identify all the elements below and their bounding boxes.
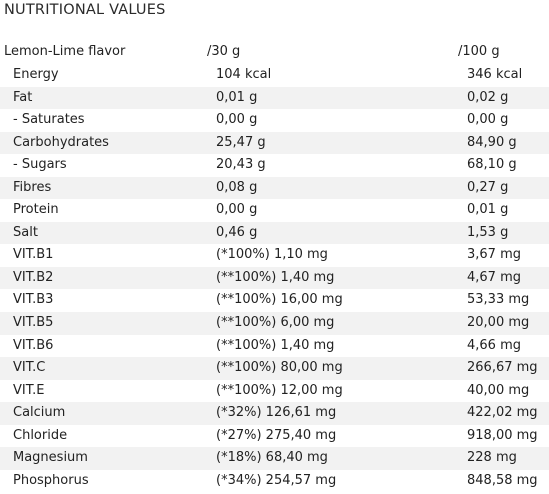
value-per-100g: 228 mg — [467, 450, 517, 466]
nutrient-name: Salt — [13, 224, 38, 240]
value-per-100g: 918,00 mg — [467, 427, 538, 443]
table-row: VIT.B3 (**100%) 16,00 mg 53,33 mg — [0, 289, 549, 312]
table-row: Salt 0,46 g 1,53 g — [0, 221, 549, 245]
flavor-label: Lemon-Lime flavor — [4, 44, 126, 59]
value-per-100g: 4,66 mg — [467, 337, 521, 353]
table-row: VIT.B1 (*100%) 1,10 mg 3,67 mg — [0, 244, 549, 267]
nutrition-table: Lemon-Lime flavor /30 g /100 g Energy 104… — [0, 40, 549, 492]
value-per-30g: 0,00 g — [216, 202, 258, 218]
table-header-row: Lemon-Lime flavor /30 g /100 g — [0, 40, 549, 64]
value-per-100g: 68,10 g — [467, 157, 517, 173]
nutrient-name: Energy — [13, 67, 59, 82]
value-per-30g: (*34%) 254,57 mg — [216, 472, 337, 488]
value-per-100g: 0,27 g — [467, 179, 509, 195]
value-per-100g: 3,67 mg — [467, 247, 521, 263]
table-row: Carbohydrates 25,47 g 84,90 g — [0, 131, 549, 155]
value-per-30g: (**100%) 12,00 mg — [216, 382, 343, 398]
table-row: Magnesium (*18%) 68,40 mg 228 mg — [0, 447, 549, 470]
nutrient-name: VIT.B1 — [13, 247, 54, 263]
value-per-100g: 346 kcal — [467, 67, 523, 82]
nutrient-name: VIT.C — [13, 360, 46, 376]
value-per-30g: 25,47 g — [216, 134, 266, 150]
table-row: Energy 104 kcal 346 kcal — [0, 64, 549, 87]
value-per-30g: (*32%) 126,61 mg — [216, 405, 337, 421]
nutrient-name: VIT.E — [13, 382, 45, 398]
nutrient-name: Magnesium — [13, 450, 88, 466]
per-100g-header: /100 g — [458, 44, 500, 59]
value-per-100g: 84,90 g — [467, 134, 517, 150]
value-per-100g: 422,02 mg — [467, 405, 538, 421]
value-per-30g: (**100%) 6,00 mg — [216, 315, 335, 331]
table-row: - Sugars 20,43 g 68,10 g — [0, 154, 549, 177]
value-per-30g: (*100%) 1,10 mg — [216, 247, 328, 263]
value-per-100g: 266,67 mg — [467, 360, 538, 376]
value-per-100g: 53,33 mg — [467, 292, 530, 308]
value-per-30g: 104 kcal — [216, 67, 272, 82]
value-per-30g: (**100%) 80,00 mg — [216, 360, 343, 376]
table-row: Fibres 0,08 g 0,27 g — [0, 176, 549, 200]
nutrient-name: Chloride — [13, 427, 68, 443]
value-per-30g: (**100%) 1,40 mg — [216, 337, 335, 353]
table-row: Protein 0,00 g 0,01 g — [0, 199, 549, 222]
nutrient-name: VIT.B5 — [13, 315, 54, 331]
value-per-30g: (**100%) 1,40 mg — [216, 269, 335, 285]
table-row: Phosphorus (*34%) 254,57 mg 848,58 mg — [0, 470, 549, 493]
table-row: Fat 0,01 g 0,02 g — [0, 86, 549, 110]
nutrient-name: VIT.B6 — [13, 337, 54, 353]
value-per-100g: 0,02 g — [467, 89, 509, 105]
nutrient-name: VIT.B3 — [13, 292, 54, 308]
value-per-30g: (*18%) 68,40 mg — [216, 450, 328, 466]
value-per-100g: 1,53 g — [467, 224, 509, 240]
value-per-30g: (*27%) 275,40 mg — [216, 427, 337, 443]
nutrient-name: Fibres — [13, 179, 52, 195]
nutrient-name: Calcium — [13, 405, 66, 421]
value-per-30g: (**100%) 16,00 mg — [216, 292, 343, 308]
table-row: VIT.E (**100%) 12,00 mg 40,00 mg — [0, 380, 549, 403]
nutrient-name: - Sugars — [13, 157, 67, 173]
value-per-100g: 0,00 g — [467, 112, 509, 128]
table-row: VIT.B6 (**100%) 1,40 mg 4,66 mg — [0, 335, 549, 358]
nutrient-name: Phosphorus — [13, 472, 89, 488]
value-per-30g: 0,46 g — [216, 224, 258, 240]
table-row: VIT.C (**100%) 80,00 mg 266,67 mg — [0, 357, 549, 380]
table-body: Energy 104 kcal 346 kcal Fat 0,01 g 0,02 g - S… — [0, 64, 549, 492]
table-row: Calcium (*32%) 126,61 mg 422,02 mg — [0, 402, 549, 425]
nutrient-name: - Saturates — [13, 112, 85, 128]
table-row: - Saturates 0,00 g 0,00 g — [0, 109, 549, 132]
value-per-30g: 0,00 g — [216, 112, 258, 128]
nutrient-name: Fat — [13, 89, 33, 105]
value-per-100g: 0,01 g — [467, 202, 509, 218]
value-per-100g: 848,58 mg — [467, 472, 538, 488]
per-30g-header: /30 g — [207, 44, 241, 59]
value-per-30g: 0,08 g — [216, 179, 258, 195]
table-row: VIT.B5 (**100%) 6,00 mg 20,00 mg — [0, 312, 549, 335]
nutrient-name: Protein — [13, 202, 59, 218]
page-title: NUTRITIONAL VALUES — [4, 2, 166, 18]
value-per-100g: 20,00 mg — [467, 315, 530, 331]
table-row: Chloride (*27%) 275,40 mg 918,00 mg — [0, 425, 549, 448]
value-per-30g: 0,01 g — [216, 89, 258, 105]
value-per-100g: 40,00 mg — [467, 382, 530, 398]
value-per-100g: 4,67 mg — [467, 269, 521, 285]
nutrient-name: VIT.B2 — [13, 269, 54, 285]
value-per-30g: 20,43 g — [216, 157, 266, 173]
table-row: VIT.B2 (**100%) 1,40 mg 4,67 mg — [0, 266, 549, 290]
nutrient-name: Carbohydrates — [13, 134, 109, 150]
